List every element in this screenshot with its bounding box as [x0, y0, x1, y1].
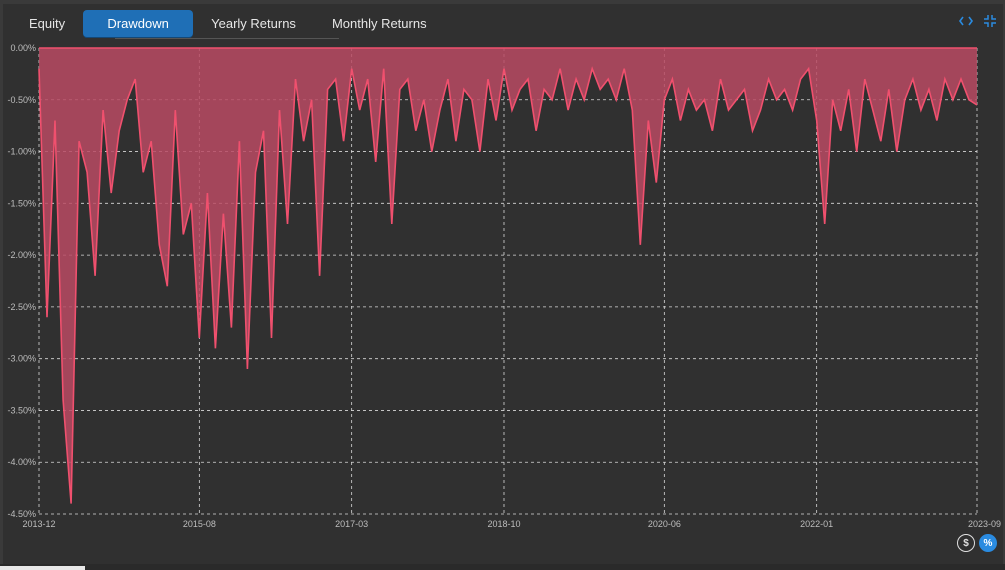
- drawdown-fill: [39, 48, 977, 504]
- y-tick-label: -3.50%: [7, 405, 36, 415]
- drawdown-area: [38, 47, 978, 504]
- unit-toggle-group: $ %: [957, 534, 997, 552]
- tab-underline: [115, 38, 339, 39]
- drawdown-chart: 0.00% -0.50% -1.00% -1.50% -2.00% -2.50% -3.00…: [7, 43, 1001, 529]
- x-tick-label: 2018-10: [487, 519, 520, 529]
- y-tick-label: -2.00%: [7, 250, 36, 260]
- y-tick-label: 0.00%: [10, 43, 36, 53]
- x-tick-label: 2023-09: [968, 519, 1001, 529]
- tab-yearly-returns[interactable]: Yearly Returns: [211, 16, 296, 31]
- y-tick-label: -2.50%: [7, 302, 36, 312]
- drawdown-line: [38, 66, 978, 504]
- x-axis-ticks: 2013-12 2015-08 2017-03 2018-10 2020-06 2022-…: [22, 519, 1001, 529]
- y-tick-label: -3.00%: [7, 354, 36, 364]
- y-tick-label: -4.00%: [7, 457, 36, 467]
- x-tick-label: 2020-06: [648, 519, 681, 529]
- tab-drawdown[interactable]: Drawdown: [83, 10, 194, 38]
- code-icon[interactable]: [959, 14, 973, 28]
- percent-toggle-icon[interactable]: %: [979, 534, 997, 552]
- collapse-icon[interactable]: [983, 14, 997, 28]
- tab-monthly-returns[interactable]: Monthly Returns: [331, 16, 427, 31]
- y-tick-label: -1.00%: [7, 147, 36, 157]
- x-tick-label: 2013-12: [22, 519, 55, 529]
- x-tick-label: 2015-08: [183, 519, 216, 529]
- x-tick-label: 2022-01: [800, 519, 833, 529]
- tab-equity[interactable]: Equity: [29, 16, 66, 31]
- top-toolbar: [959, 14, 997, 28]
- dollar-toggle-icon[interactable]: $: [957, 534, 975, 552]
- bottom-strip: [0, 564, 1005, 570]
- y-tick-label: -1.50%: [7, 198, 36, 208]
- tab-bar: Equity Drawdown Yearly Returns Monthly R…: [11, 8, 445, 40]
- y-tick-label: -4.50%: [7, 509, 36, 519]
- scroll-indicator: [0, 566, 85, 570]
- x-tick-label: 2017-03: [335, 519, 368, 529]
- y-axis-ticks: 0.00% -0.50% -1.00% -1.50% -2.00% -2.50% -3.00…: [7, 43, 36, 519]
- y-tick-label: -0.50%: [7, 95, 36, 105]
- chart-panel: Equity Drawdown Yearly Returns Monthly R…: [3, 4, 1003, 564]
